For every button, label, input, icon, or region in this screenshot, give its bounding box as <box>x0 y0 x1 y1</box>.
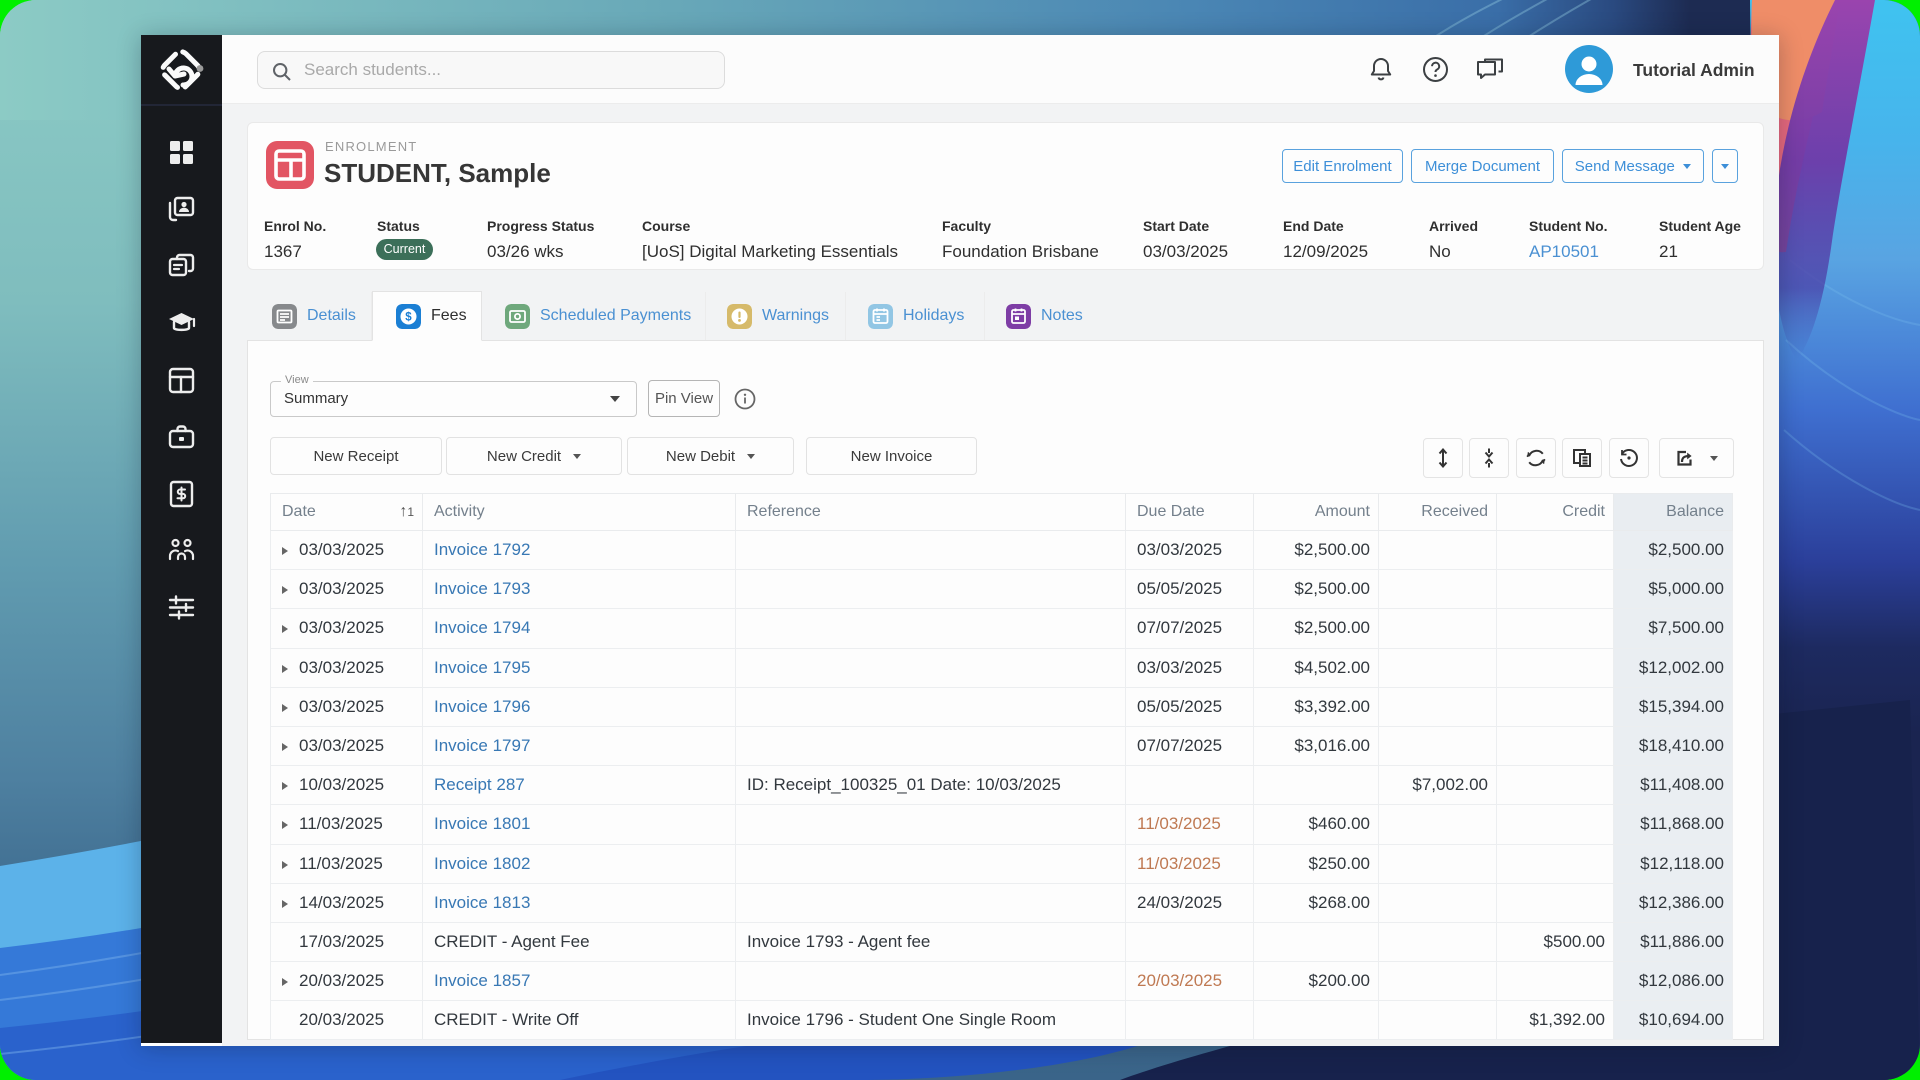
svg-text:$: $ <box>405 311 412 323</box>
